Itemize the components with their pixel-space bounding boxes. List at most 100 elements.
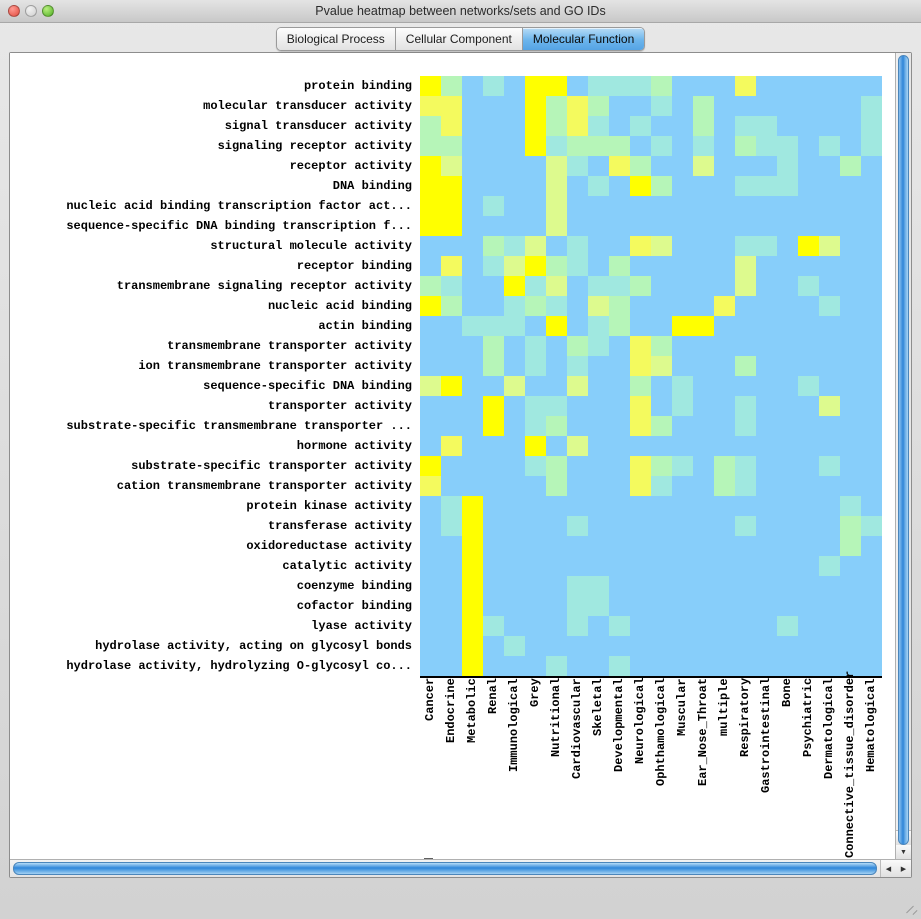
heatmap-cell[interactable] [441, 476, 462, 496]
heatmap-cell[interactable] [819, 556, 840, 576]
heatmap-cell[interactable] [756, 476, 777, 496]
heatmap-cell[interactable] [756, 576, 777, 596]
heatmap-cell[interactable] [420, 156, 441, 176]
close-button-icon[interactable] [8, 5, 20, 17]
heatmap-cell[interactable] [861, 476, 882, 496]
heatmap-cell[interactable] [483, 496, 504, 516]
heatmap-cell[interactable] [819, 136, 840, 156]
heatmap-cell[interactable] [546, 376, 567, 396]
heatmap-cell[interactable] [462, 256, 483, 276]
heatmap-cell[interactable] [609, 136, 630, 156]
heatmap-cell[interactable] [546, 576, 567, 596]
heatmap-cell[interactable] [504, 296, 525, 316]
heatmap-cell[interactable] [525, 616, 546, 636]
heatmap-cell[interactable] [735, 416, 756, 436]
heatmap-cell[interactable] [693, 516, 714, 536]
heatmap-cell[interactable] [567, 96, 588, 116]
heatmap-cell[interactable] [567, 616, 588, 636]
heatmap-cell[interactable] [630, 496, 651, 516]
heatmap-cell[interactable] [735, 76, 756, 96]
heatmap-cell[interactable] [630, 476, 651, 496]
heatmap-cell[interactable] [693, 296, 714, 316]
heatmap-cell[interactable] [756, 396, 777, 416]
heatmap-cell[interactable] [840, 436, 861, 456]
heatmap-cell[interactable] [588, 576, 609, 596]
heatmap-cell[interactable] [798, 516, 819, 536]
heatmap-cell[interactable] [840, 396, 861, 416]
heatmap-cell[interactable] [483, 316, 504, 336]
heatmap-cell[interactable] [420, 76, 441, 96]
heatmap-cell[interactable] [546, 336, 567, 356]
heatmap-cell[interactable] [819, 536, 840, 556]
heatmap-cell[interactable] [714, 176, 735, 196]
heatmap-cell[interactable] [756, 196, 777, 216]
heatmap-cell[interactable] [861, 356, 882, 376]
heatmap-cell[interactable] [714, 136, 735, 156]
heatmap-cell[interactable] [609, 156, 630, 176]
heatmap-cell[interactable] [504, 556, 525, 576]
heatmap-cell[interactable] [819, 196, 840, 216]
heatmap-cell[interactable] [756, 256, 777, 276]
heatmap-cell[interactable] [693, 316, 714, 336]
heatmap-cell[interactable] [756, 136, 777, 156]
heatmap-cell[interactable] [672, 136, 693, 156]
heatmap-cell[interactable] [714, 456, 735, 476]
heatmap-cell[interactable] [840, 456, 861, 476]
heatmap-cell[interactable] [525, 96, 546, 116]
heatmap-cell[interactable] [609, 556, 630, 576]
heatmap-cell[interactable] [483, 516, 504, 536]
heatmap-cell[interactable] [525, 636, 546, 656]
heatmap-cell[interactable] [651, 136, 672, 156]
heatmap-cell[interactable] [861, 656, 882, 676]
heatmap-cell[interactable] [420, 636, 441, 656]
vertical-scroll-track[interactable] [896, 53, 911, 845]
heatmap-cell[interactable] [441, 636, 462, 656]
heatmap-cell[interactable] [567, 436, 588, 456]
heatmap-cell[interactable] [588, 116, 609, 136]
heatmap-cell[interactable] [756, 356, 777, 376]
heatmap-cell[interactable] [483, 376, 504, 396]
heatmap-cell[interactable] [420, 276, 441, 296]
heatmap-cell[interactable] [588, 516, 609, 536]
heatmap-cell[interactable] [798, 96, 819, 116]
heatmap-cell[interactable] [672, 536, 693, 556]
heatmap-cell[interactable] [651, 76, 672, 96]
heatmap-cell[interactable] [525, 596, 546, 616]
heatmap-cell[interactable] [861, 396, 882, 416]
heatmap-cell[interactable] [714, 376, 735, 396]
heatmap-cell[interactable] [777, 576, 798, 596]
heatmap-cell[interactable] [588, 276, 609, 296]
heatmap-cell[interactable] [672, 236, 693, 256]
heatmap-cell[interactable] [693, 576, 714, 596]
heatmap-cell[interactable] [483, 436, 504, 456]
heatmap-cell[interactable] [588, 656, 609, 676]
heatmap-cell[interactable] [777, 396, 798, 416]
heatmap-cell[interactable] [861, 176, 882, 196]
heatmap-cell[interactable] [546, 356, 567, 376]
heatmap-cell[interactable] [483, 576, 504, 596]
heatmap-cell[interactable] [462, 296, 483, 316]
heatmap-cell[interactable] [630, 656, 651, 676]
heatmap-cell[interactable] [420, 556, 441, 576]
heatmap-cell[interactable] [462, 376, 483, 396]
heatmap-cell[interactable] [525, 276, 546, 296]
heatmap-cell[interactable] [714, 276, 735, 296]
heatmap-cell[interactable] [567, 296, 588, 316]
heatmap-cell[interactable] [525, 416, 546, 436]
heatmap-cell[interactable] [714, 616, 735, 636]
heatmap-cell[interactable] [777, 276, 798, 296]
heatmap-cell[interactable] [840, 136, 861, 156]
heatmap-cell[interactable] [441, 416, 462, 436]
heatmap-cell[interactable] [798, 596, 819, 616]
heatmap-cell[interactable] [651, 476, 672, 496]
heatmap-cell[interactable] [462, 636, 483, 656]
heatmap-cell[interactable] [567, 456, 588, 476]
heatmap-cell[interactable] [672, 656, 693, 676]
heatmap-cell[interactable] [798, 636, 819, 656]
heatmap-cell[interactable] [525, 156, 546, 176]
heatmap-cell[interactable] [546, 436, 567, 456]
heatmap-cell[interactable] [483, 96, 504, 116]
heatmap-cell[interactable] [588, 336, 609, 356]
heatmap-cell[interactable] [546, 216, 567, 236]
heatmap-cell[interactable] [525, 116, 546, 136]
